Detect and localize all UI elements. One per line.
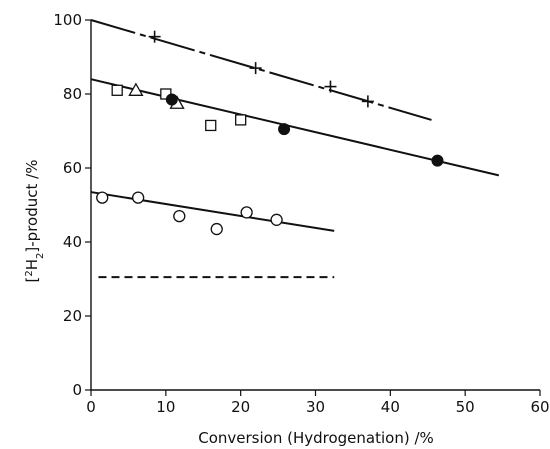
x-tick-label: 30 <box>306 398 325 416</box>
point-square <box>205 119 217 132</box>
y-tick-label: 100 <box>53 11 82 29</box>
y-tick-label: 0 <box>72 381 82 399</box>
point-square <box>111 84 123 96</box>
x-axis-title: Conversion (Hydrogenation) /% <box>198 429 434 447</box>
x-tick-label: 60 <box>530 398 549 416</box>
y-title-sup: 2 <box>24 270 35 276</box>
y-title-open: [ <box>23 277 41 283</box>
y-tick-label: 20 <box>63 307 82 325</box>
point-plus <box>324 80 337 93</box>
y-ticks: 0 20 40 60 80 100 <box>53 11 91 399</box>
x-tick-label: 10 <box>156 398 175 416</box>
y-title-main: H <box>23 259 41 270</box>
point-filled-circle <box>431 154 444 167</box>
point-open-circle <box>96 191 109 204</box>
fit-line-solid <box>90 78 500 177</box>
x-tick-label: 50 <box>456 398 475 416</box>
point-plus <box>148 30 161 43</box>
x-ticks: 0 10 20 30 40 50 60 <box>86 390 550 416</box>
point-plus <box>361 95 374 108</box>
y-title-rest: ]-product /% <box>23 160 41 253</box>
x-tick-label: 0 <box>86 398 96 416</box>
point-filled-circle <box>165 93 178 106</box>
point-open-circle <box>240 206 253 219</box>
y-tick-label: 40 <box>63 233 82 251</box>
y-title-sub: 2 <box>35 253 46 259</box>
point-square <box>235 114 247 126</box>
y-tick-label: 60 <box>63 159 82 177</box>
x-tick-label: 20 <box>231 398 250 416</box>
point-open-circle <box>173 209 186 223</box>
fit-line-long-dash <box>90 19 432 121</box>
point-open-circle <box>131 191 145 204</box>
data-points <box>96 30 444 236</box>
fit-lines <box>90 19 500 279</box>
y-tick-label: 80 <box>63 85 82 103</box>
y-axis-title: [2H2]-product /% <box>23 160 46 283</box>
fit-line-solid <box>90 191 335 232</box>
point-filled-circle <box>278 123 291 136</box>
x-tick-label: 40 <box>381 398 400 416</box>
point-triangle <box>128 82 144 96</box>
point-open-circle <box>270 213 283 226</box>
axes <box>90 20 540 391</box>
point-plus <box>249 62 262 75</box>
point-open-circle <box>210 222 223 236</box>
